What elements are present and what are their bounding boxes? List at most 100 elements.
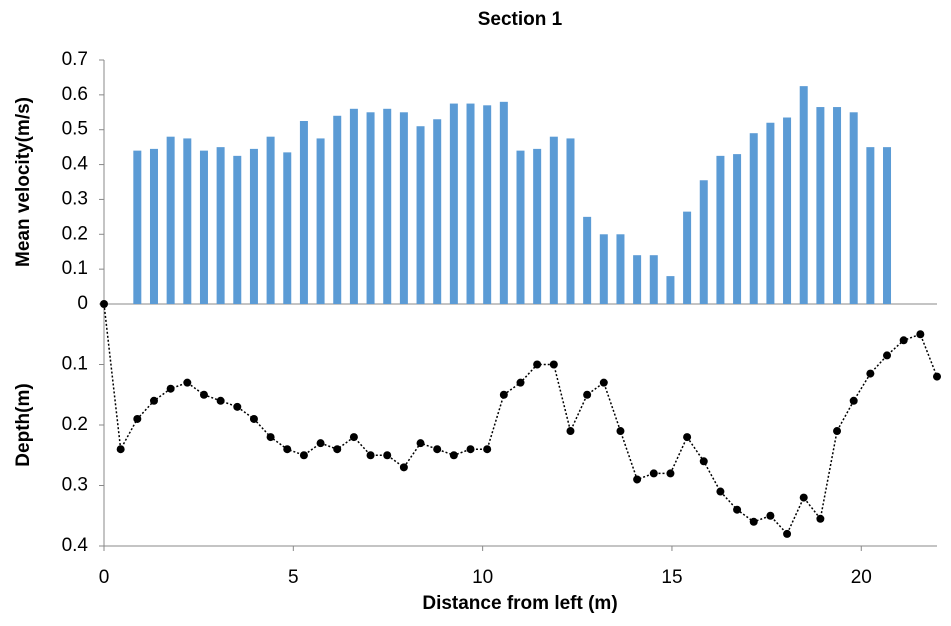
marker (883, 351, 892, 360)
marker (366, 451, 375, 460)
marker (683, 433, 692, 442)
marker (133, 414, 142, 423)
bar (149, 148, 158, 304)
bar (549, 136, 558, 304)
x-tick-label: 10 (472, 567, 493, 588)
marker (499, 390, 508, 399)
y-tick-label: 0.3 (62, 475, 88, 496)
x-tick-label: 15 (661, 567, 682, 588)
marker (466, 445, 475, 454)
bar (816, 107, 825, 304)
bar (566, 138, 575, 304)
y-tick-label: 0.2 (62, 223, 88, 244)
y-tick-label: 0.4 (62, 535, 89, 556)
marker (216, 396, 225, 405)
x-tick-label: 0 (99, 567, 110, 588)
y-axis-title: Mean velocity(m/s) (13, 97, 34, 267)
y-tick-label: 0.1 (62, 258, 88, 279)
marker (566, 427, 575, 436)
marker (666, 469, 675, 478)
marker (649, 469, 658, 478)
marker (449, 451, 458, 460)
bar (583, 216, 592, 304)
marker (416, 439, 425, 448)
bar (383, 108, 392, 304)
marker (583, 390, 592, 399)
marker (233, 402, 242, 411)
marker (166, 384, 175, 393)
marker (933, 372, 941, 381)
bar (449, 103, 458, 304)
marker (399, 463, 408, 472)
bar (699, 180, 708, 304)
marker (316, 439, 325, 448)
bar (766, 122, 775, 304)
bar (233, 155, 242, 304)
marker (149, 396, 158, 405)
y-tick-label: 0.6 (62, 84, 88, 105)
marker (349, 433, 358, 442)
bar (483, 105, 492, 304)
y-tick-label: 0.4 (62, 154, 89, 175)
bar (749, 133, 758, 304)
y-tick-label: 0.3 (62, 188, 88, 209)
marker (266, 433, 275, 442)
marker (549, 360, 558, 369)
marker (766, 511, 775, 520)
marker (899, 336, 908, 345)
y-tick-label: 0.2 (62, 414, 88, 435)
y-tick-label: 0.1 (62, 354, 88, 375)
line (103, 303, 938, 536)
bar (666, 276, 675, 304)
bar (799, 86, 808, 305)
bar (266, 136, 275, 304)
bar (533, 148, 542, 304)
bar (166, 136, 175, 304)
bar (599, 234, 608, 304)
bar (633, 255, 642, 304)
bar (283, 152, 292, 304)
marker (283, 445, 292, 454)
marker (866, 369, 875, 378)
bar (849, 112, 858, 305)
marker (916, 330, 925, 339)
y-tick-label: 0.7 (62, 49, 88, 70)
marker (116, 445, 125, 454)
marker (799, 493, 808, 502)
bar (183, 138, 192, 304)
marker (383, 451, 392, 460)
marker (633, 475, 642, 484)
marker (716, 487, 725, 496)
marker (483, 445, 492, 454)
marker (249, 414, 258, 423)
bar (299, 121, 308, 304)
marker (199, 390, 208, 399)
bar (683, 211, 692, 304)
bar (216, 147, 225, 304)
marker (749, 517, 758, 526)
marker (599, 378, 608, 387)
bar (433, 119, 442, 304)
x-tick-label: 20 (851, 567, 872, 588)
marker (699, 457, 708, 466)
bar (249, 148, 258, 304)
marker (783, 529, 792, 538)
marker (333, 445, 342, 454)
bar (399, 112, 408, 305)
marker (533, 360, 542, 369)
y-tick-label: 0 (77, 293, 88, 314)
bar (199, 150, 208, 304)
bar (866, 147, 875, 304)
bar (316, 138, 325, 304)
marker (516, 378, 525, 387)
bar (366, 112, 375, 305)
bar (499, 101, 508, 304)
bar (616, 234, 625, 304)
bar (349, 108, 358, 304)
bar (133, 150, 142, 304)
bar (516, 150, 525, 304)
marker (100, 300, 108, 308)
x-tick-label: 5 (288, 567, 299, 588)
bar (883, 147, 892, 304)
